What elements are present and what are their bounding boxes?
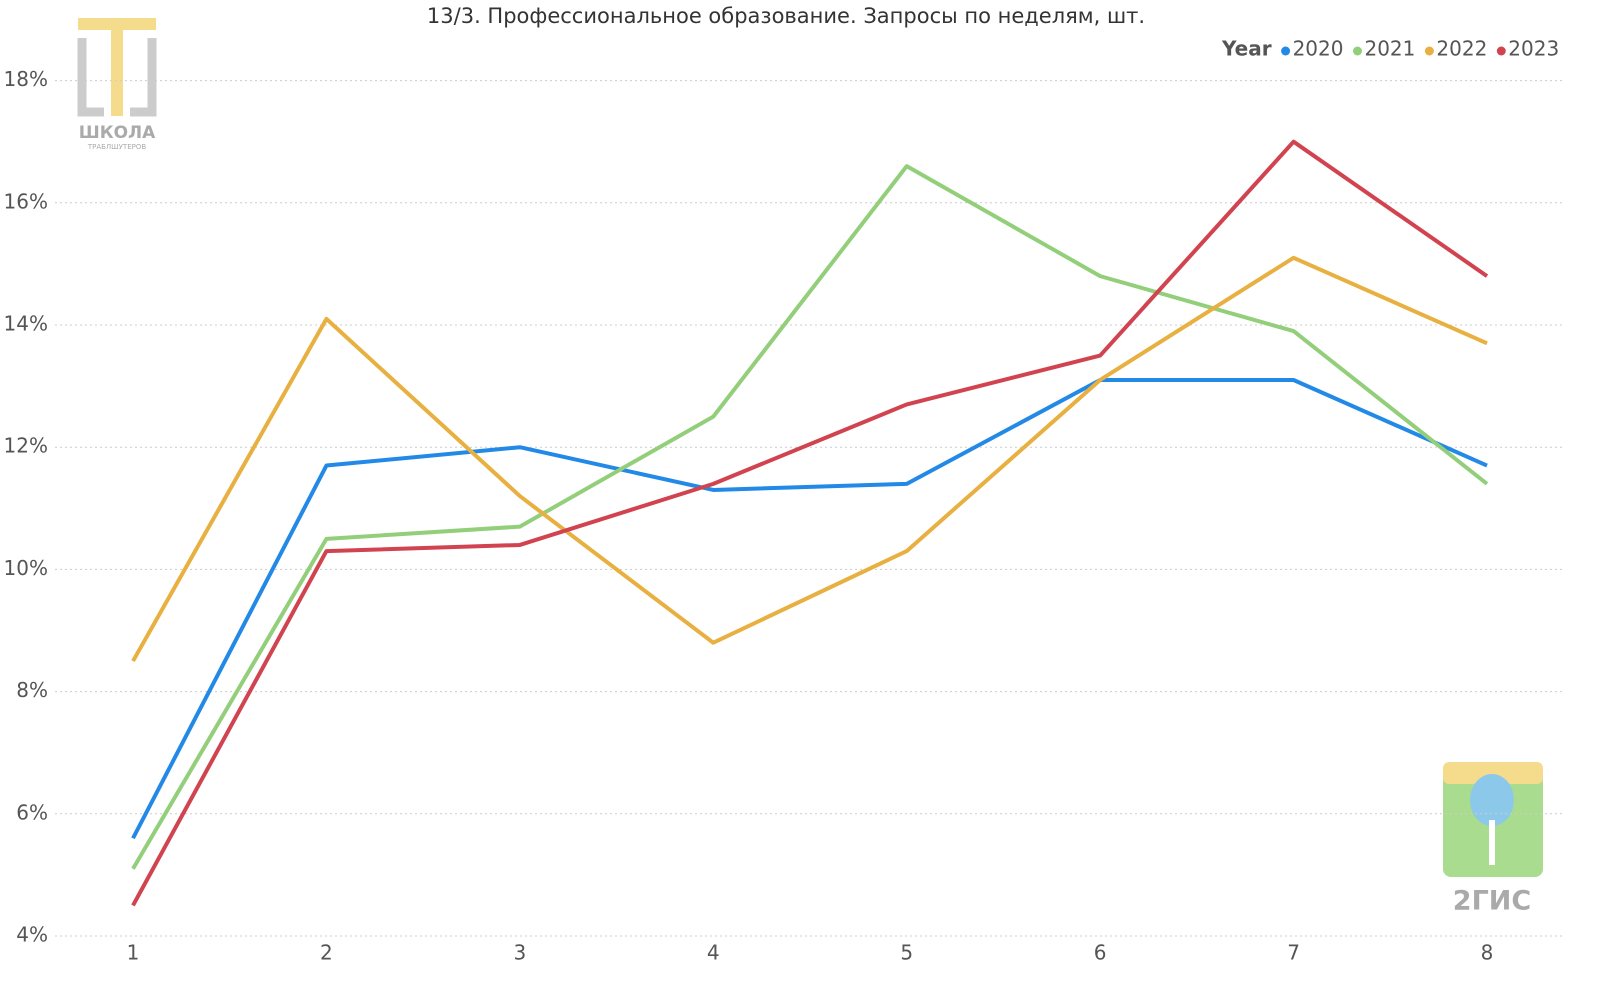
x-tick-label: 3 <box>513 941 526 965</box>
x-tick-label: 1 <box>127 941 140 965</box>
x-tick-label: 7 <box>1287 941 1300 965</box>
y-tick-label: 18% <box>4 67 48 91</box>
y-tick-label: 14% <box>4 312 48 336</box>
legend-marker <box>1352 46 1362 56</box>
y-tick-label: 12% <box>4 434 48 458</box>
x-tick-label: 4 <box>707 941 720 965</box>
legend-label: 2021 <box>1364 37 1415 61</box>
legend-title: Year <box>1221 37 1272 61</box>
legend-label: 2020 <box>1293 37 1344 61</box>
y-tick-label: 10% <box>4 556 48 580</box>
logo-text: 2ГИС <box>1453 886 1531 917</box>
series-line <box>131 377 1488 840</box>
series-line <box>131 164 1489 870</box>
logo-text: ШКОЛА <box>79 123 156 143</box>
x-tick-label: 6 <box>1094 941 1107 965</box>
y-tick-label: 16% <box>4 189 48 213</box>
y-tick-label: 4% <box>16 923 48 947</box>
x-tick-label: 2 <box>320 941 333 965</box>
legend-marker <box>1496 46 1506 56</box>
chart-title: 13/3. Профессиональное образование. Запр… <box>427 4 1145 28</box>
y-tick-label: 6% <box>16 800 48 824</box>
x-tick-label: 8 <box>1481 941 1494 965</box>
legend-label: 2023 <box>1508 37 1559 61</box>
series-line <box>131 255 1488 663</box>
x-tick-label: 5 <box>900 941 913 965</box>
gis-logo: 2ГИС <box>1443 762 1543 917</box>
school-logo: ШКОЛА ТРАБЛШУТЕРОВ <box>77 18 157 151</box>
y-tick-label: 8% <box>16 678 48 702</box>
legend-label: 2022 <box>1436 37 1487 61</box>
legend-marker <box>1424 46 1434 56</box>
series-line <box>131 139 1489 907</box>
legend-marker <box>1281 46 1291 56</box>
logo-subtext: ТРАБЛШУТЕРОВ <box>87 143 147 151</box>
